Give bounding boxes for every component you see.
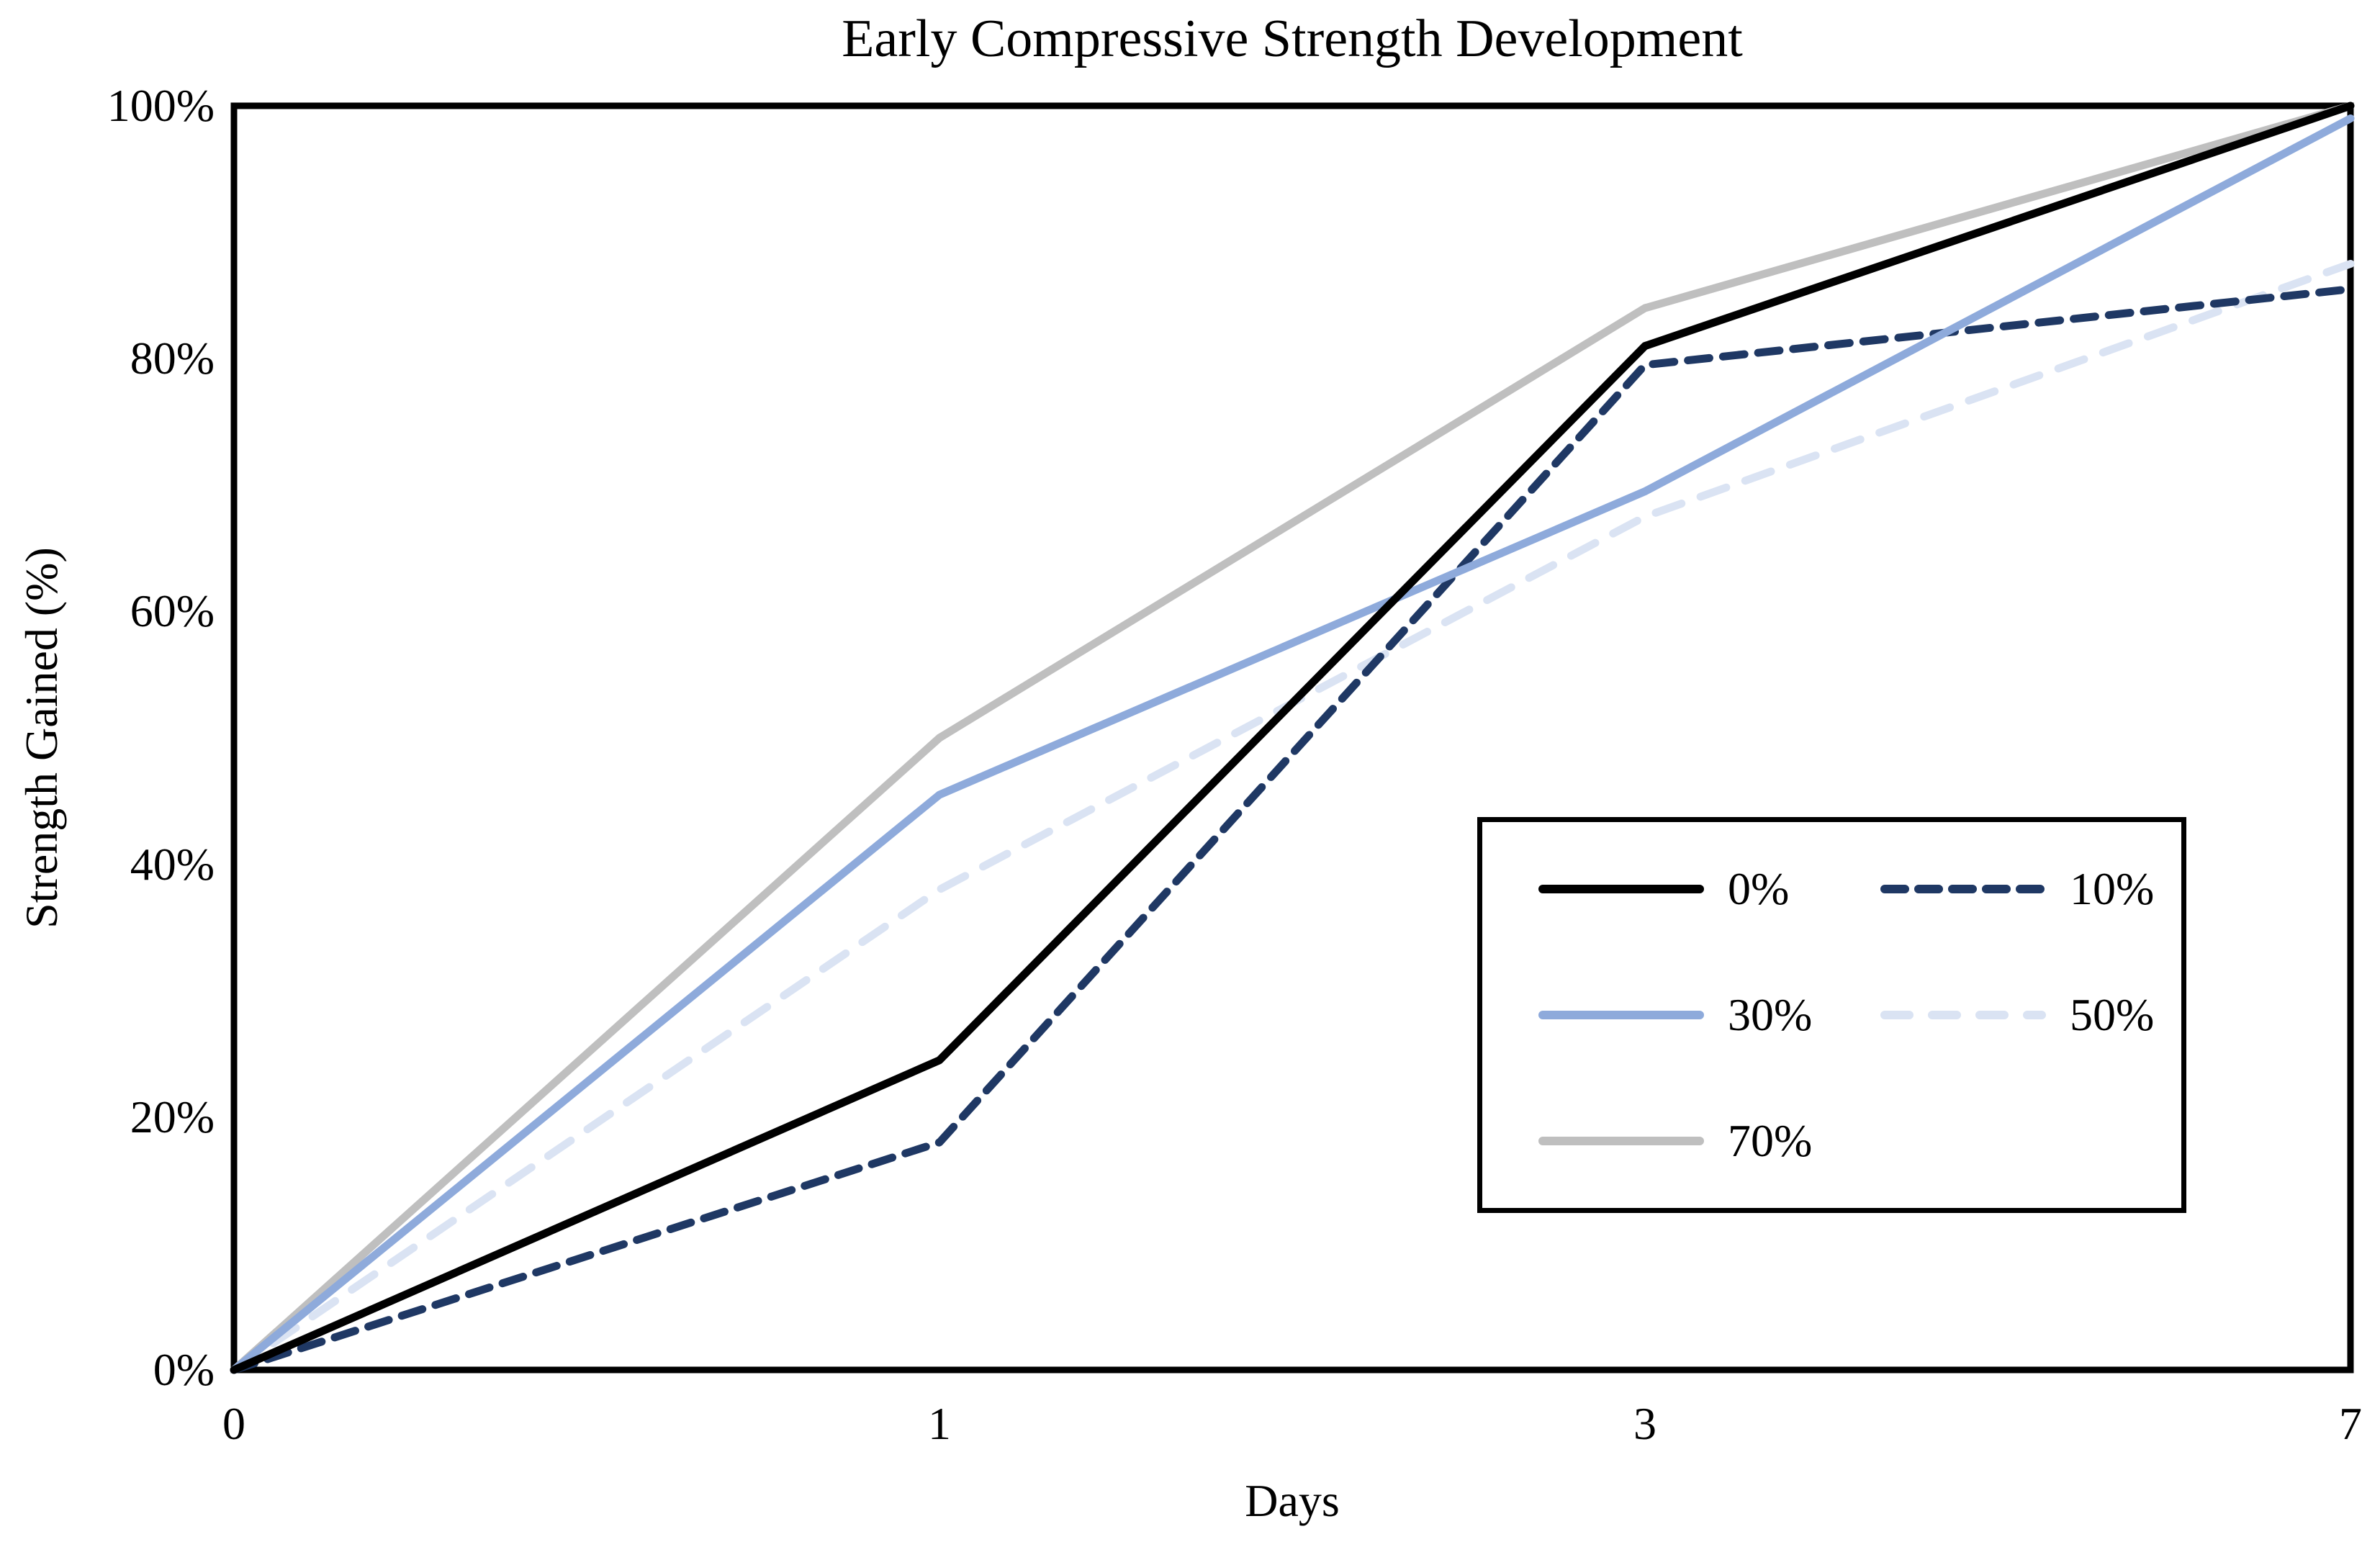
chart-title: Early Compressive Strength Development [842, 9, 1743, 68]
legend: 0% 10% 30% 50% 70% [1477, 817, 2186, 1213]
x-tick-label: 0 [222, 1398, 245, 1449]
legend-entry-10%: 10% [1880, 826, 2181, 952]
legend-label: 70% [1728, 1114, 1813, 1166]
series-line-0% [230, 102, 2355, 1374]
legend-entry-50%: 50% [1880, 952, 2181, 1078]
legend-entry-30%: 30% [1538, 952, 1880, 1078]
legend-swatch-line [1538, 1010, 1704, 1019]
legend-swatch-line [1538, 1136, 1704, 1145]
legend-swatch-line [1538, 884, 1704, 893]
y-tick-label: 40% [130, 838, 215, 890]
legend-swatch-line [1880, 1010, 2046, 1019]
series-line-30% [230, 114, 2355, 1374]
legend-entry-70%: 70% [1538, 1078, 1880, 1204]
legend-label: 0% [1728, 862, 1790, 914]
y-tick-label: 80% [130, 333, 215, 384]
y-tick-label: 20% [130, 1091, 215, 1142]
legend-label: 50% [2070, 988, 2155, 1040]
x-tick-label: 3 [1633, 1398, 1656, 1449]
y-tick-label: 60% [130, 585, 215, 637]
legend-swatch-line [1880, 884, 2046, 893]
legend-grid: 0% 10% 30% 50% 70% [1482, 822, 2181, 1204]
legend-label: 10% [2070, 862, 2155, 914]
legend-label: 30% [1728, 988, 1813, 1040]
x-axis-title: Days [1245, 1475, 1340, 1526]
plot-border [230, 102, 2354, 1374]
y-tick-label: 0% [153, 1344, 215, 1395]
legend-entry-0%: 0% [1538, 826, 1880, 952]
series-line-70% [230, 102, 2355, 1374]
x-tick-label: 7 [2339, 1398, 2362, 1449]
x-tick-label: 1 [928, 1398, 951, 1449]
y-tick-label: 100% [107, 80, 215, 131]
series-group [230, 102, 2355, 1374]
series-line-10% [230, 285, 2355, 1374]
